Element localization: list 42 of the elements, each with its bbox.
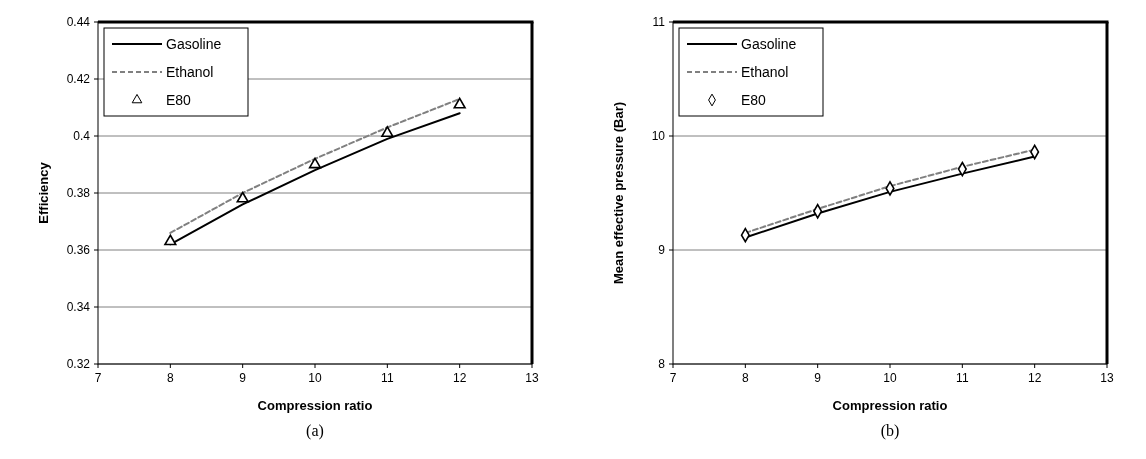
- x-tick-label: 10: [308, 371, 322, 385]
- text: (b): [880, 422, 900, 440]
- x-tick-label: 12: [452, 371, 467, 385]
- x-tick-label: 8: [741, 371, 749, 385]
- legend-label: E80: [741, 91, 767, 108]
- point: [236, 191, 249, 203]
- legend-label: Ethanol: [166, 63, 214, 80]
- y-tick-label: 0.42: [66, 72, 91, 87]
- y-tick-label: 0.44: [66, 15, 91, 30]
- x-tick-label: 11: [381, 371, 394, 385]
- y-tick-label: 10: [651, 129, 666, 144]
- x-tick-label: 7: [94, 371, 102, 385]
- legend-label: E80: [166, 91, 192, 108]
- x-axis-title: Compression ratio: [257, 398, 373, 413]
- point: [381, 126, 394, 138]
- x-tick-label: 10: [883, 371, 897, 385]
- legend-label: Gasoline: [741, 35, 797, 52]
- y-tick-label: 0.38: [66, 186, 91, 201]
- y-tick-label: 0.4: [73, 129, 91, 144]
- text: (a): [306, 422, 324, 440]
- point: [308, 157, 322, 169]
- x-tick-label: 11: [956, 371, 969, 385]
- x-tick-label: 13: [1100, 371, 1114, 385]
- x-tick-label: 9: [814, 371, 822, 385]
- point: [164, 234, 177, 246]
- y-tick-label: 0.36: [66, 243, 91, 258]
- x-tick-label: 8: [166, 371, 174, 385]
- x-tick-label: 12: [1027, 371, 1042, 385]
- y-tick-label: 0.32: [66, 357, 91, 372]
- y-axis-title: Efficiency: [36, 161, 51, 224]
- y-tick-label: 8: [658, 357, 666, 372]
- x-tick-label: 9: [239, 371, 247, 385]
- legend-label: Gasoline: [166, 35, 222, 52]
- y-axis-title: Mean effective pressure (Bar): [611, 101, 626, 285]
- x-tick-label: 7: [669, 371, 677, 385]
- y-tick-label: 9: [658, 243, 666, 258]
- x-axis-title: Compression ratio: [832, 398, 948, 413]
- legend-label: Ethanol: [741, 63, 789, 80]
- point: [453, 97, 466, 109]
- y-tick-label: 11: [652, 15, 666, 30]
- x-tick-label: 13: [525, 371, 539, 385]
- y-tick-label: 0.34: [66, 300, 91, 315]
